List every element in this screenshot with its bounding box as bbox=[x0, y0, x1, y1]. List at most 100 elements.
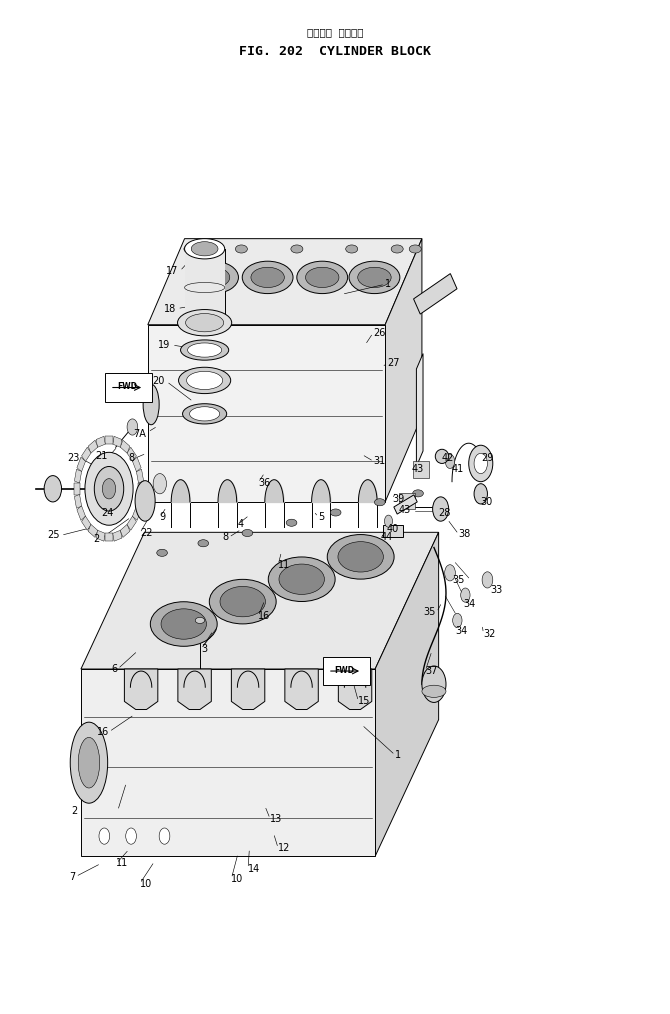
Text: 25: 25 bbox=[47, 530, 60, 540]
Ellipse shape bbox=[279, 564, 324, 594]
Polygon shape bbox=[127, 516, 137, 530]
Ellipse shape bbox=[297, 262, 348, 294]
Polygon shape bbox=[105, 436, 113, 444]
Circle shape bbox=[94, 466, 124, 511]
Text: 43: 43 bbox=[412, 463, 424, 474]
Text: 24: 24 bbox=[101, 508, 113, 518]
Text: 9: 9 bbox=[160, 512, 166, 522]
Text: 31: 31 bbox=[374, 456, 386, 466]
Polygon shape bbox=[82, 447, 91, 461]
Ellipse shape bbox=[184, 245, 196, 254]
Polygon shape bbox=[184, 248, 224, 316]
Text: 34: 34 bbox=[456, 626, 468, 636]
Polygon shape bbox=[139, 483, 144, 495]
Ellipse shape bbox=[157, 550, 168, 557]
Circle shape bbox=[44, 476, 62, 502]
Ellipse shape bbox=[436, 449, 449, 463]
Ellipse shape bbox=[182, 404, 226, 424]
Polygon shape bbox=[74, 495, 82, 508]
Text: 30: 30 bbox=[481, 497, 493, 507]
Polygon shape bbox=[81, 669, 375, 857]
Polygon shape bbox=[385, 238, 422, 502]
Polygon shape bbox=[88, 524, 98, 537]
Ellipse shape bbox=[180, 340, 228, 360]
Circle shape bbox=[127, 419, 138, 435]
Polygon shape bbox=[137, 469, 143, 483]
Text: 27: 27 bbox=[387, 358, 399, 368]
Text: 26: 26 bbox=[373, 328, 385, 338]
Text: 15: 15 bbox=[358, 697, 371, 707]
Polygon shape bbox=[113, 530, 122, 541]
Text: 37: 37 bbox=[425, 666, 438, 676]
Polygon shape bbox=[383, 525, 403, 537]
Polygon shape bbox=[82, 516, 91, 530]
Circle shape bbox=[99, 828, 110, 845]
Text: 10: 10 bbox=[231, 874, 244, 883]
Circle shape bbox=[453, 613, 462, 628]
Text: 19: 19 bbox=[157, 340, 170, 350]
Polygon shape bbox=[120, 440, 130, 453]
Circle shape bbox=[85, 452, 133, 525]
Ellipse shape bbox=[422, 685, 446, 698]
Polygon shape bbox=[375, 532, 439, 857]
Polygon shape bbox=[133, 457, 141, 472]
Ellipse shape bbox=[191, 241, 218, 256]
Text: 2: 2 bbox=[93, 534, 100, 545]
Text: 13: 13 bbox=[270, 814, 282, 824]
Text: 42: 42 bbox=[442, 453, 454, 463]
Text: 33: 33 bbox=[490, 585, 502, 595]
Polygon shape bbox=[74, 469, 82, 483]
Text: 20: 20 bbox=[152, 376, 165, 386]
Text: 34: 34 bbox=[464, 599, 476, 609]
Circle shape bbox=[422, 666, 446, 703]
Ellipse shape bbox=[150, 601, 217, 646]
Ellipse shape bbox=[178, 309, 232, 336]
Polygon shape bbox=[96, 436, 105, 447]
FancyBboxPatch shape bbox=[105, 373, 151, 402]
Polygon shape bbox=[125, 669, 158, 710]
Polygon shape bbox=[399, 493, 415, 509]
Text: 29: 29 bbox=[481, 453, 493, 463]
Ellipse shape bbox=[78, 737, 100, 788]
FancyBboxPatch shape bbox=[323, 657, 369, 685]
Circle shape bbox=[153, 474, 167, 494]
Text: シリンダ  ブロック: シリンダ ブロック bbox=[307, 27, 363, 38]
Text: 35: 35 bbox=[452, 575, 464, 585]
Text: 7: 7 bbox=[69, 872, 76, 881]
Text: 5: 5 bbox=[318, 512, 324, 522]
Ellipse shape bbox=[190, 407, 220, 421]
Circle shape bbox=[126, 828, 137, 845]
Text: 38: 38 bbox=[459, 529, 471, 539]
Ellipse shape bbox=[178, 367, 230, 393]
Ellipse shape bbox=[198, 539, 208, 547]
Text: 16: 16 bbox=[258, 611, 271, 622]
Polygon shape bbox=[96, 530, 105, 541]
Text: 11: 11 bbox=[278, 560, 290, 570]
Ellipse shape bbox=[409, 245, 421, 254]
Polygon shape bbox=[413, 461, 429, 478]
Ellipse shape bbox=[188, 343, 222, 357]
Text: 8: 8 bbox=[128, 453, 135, 463]
Circle shape bbox=[103, 479, 116, 499]
Ellipse shape bbox=[161, 608, 206, 639]
Text: 6: 6 bbox=[112, 664, 118, 674]
Text: 22: 22 bbox=[140, 528, 152, 538]
Circle shape bbox=[446, 454, 455, 468]
Ellipse shape bbox=[243, 262, 293, 294]
Ellipse shape bbox=[327, 534, 394, 579]
Ellipse shape bbox=[391, 245, 403, 254]
Text: 11: 11 bbox=[117, 859, 129, 868]
Ellipse shape bbox=[375, 499, 385, 506]
Ellipse shape bbox=[220, 586, 265, 617]
Circle shape bbox=[445, 565, 456, 581]
Ellipse shape bbox=[338, 541, 383, 572]
Ellipse shape bbox=[135, 481, 155, 521]
Ellipse shape bbox=[184, 238, 224, 259]
Polygon shape bbox=[148, 238, 422, 324]
Text: 18: 18 bbox=[163, 303, 176, 313]
Text: 16: 16 bbox=[96, 727, 109, 737]
Circle shape bbox=[385, 515, 393, 527]
Ellipse shape bbox=[306, 268, 339, 288]
Text: 2: 2 bbox=[71, 806, 78, 816]
Ellipse shape bbox=[268, 557, 335, 601]
